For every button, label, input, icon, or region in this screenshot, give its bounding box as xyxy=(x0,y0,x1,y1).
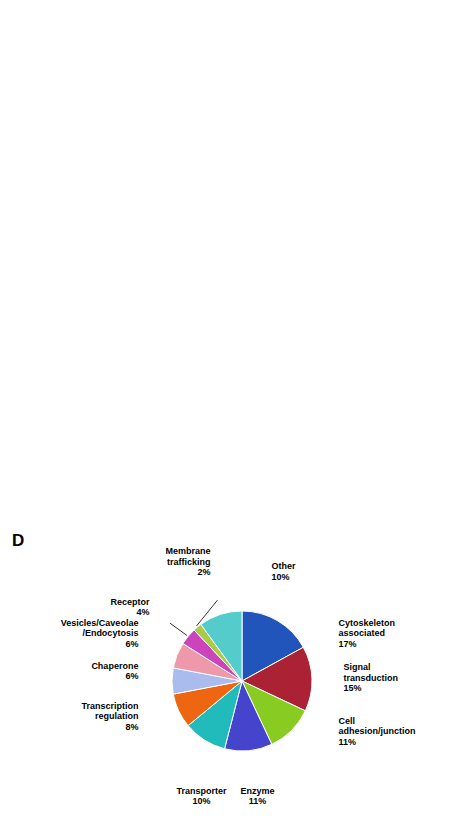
svg-text:Transporter10%: Transporter10% xyxy=(176,786,227,807)
svg-text:Celladhesion/junction11%: Celladhesion/junction11% xyxy=(339,716,416,747)
svg-text:Chaperone6%: Chaperone6% xyxy=(91,661,138,682)
svg-text:Receptor4%: Receptor4% xyxy=(111,597,151,618)
svg-text:Transcriptionregulation8%: Transcriptionregulation8% xyxy=(81,701,138,732)
svg-text:Signaltransduction15%: Signaltransduction15% xyxy=(344,662,399,693)
svg-text:Other10%: Other10% xyxy=(271,561,296,582)
html-text:D: D xyxy=(12,531,25,550)
svg-text:Membranetrafficking2%: Membranetrafficking2% xyxy=(165,546,210,577)
svg-text:Vesicles/Caveolae/Endocytosis6: Vesicles/Caveolae/Endocytosis6% xyxy=(61,618,139,649)
svg-text:Cytoskeletonassociated17%: Cytoskeletonassociated17% xyxy=(339,618,396,649)
svg-text:Enzyme11%: Enzyme11% xyxy=(240,786,274,807)
